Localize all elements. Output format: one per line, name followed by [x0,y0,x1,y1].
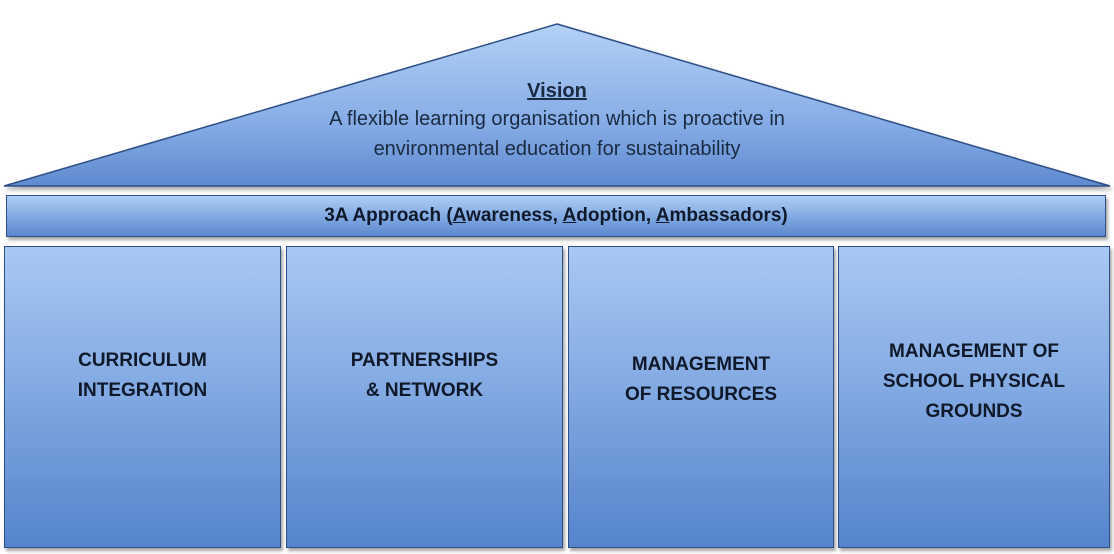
roof-triangle [3,23,1111,187]
pillar-management-of-resources: MANAGEMENT OF RESOURCES [568,246,834,548]
pillar-management-of-school-grounds: MANAGEMENT OF SCHOOL PHYSICAL GROUNDS [838,246,1110,548]
pillar-label: MANAGEMENT OF SCHOOL PHYSICAL GROUNDS [882,341,1066,422]
vision-roof [3,23,1111,187]
approach-band: 3A Approach (Awareness, Adoption, Ambass… [6,195,1106,237]
vision-statement-line-2: environmental education for sustainabili… [373,138,741,160]
pillar-label: PARTNERSHIPS & NETWORK [350,350,499,401]
pillar-partnerships-network: PARTNERSHIPS & NETWORK [286,246,563,548]
pillar-curriculum-integration: CURRICULUM INTEGRATION [4,246,281,548]
vision-title: Vision [527,80,587,102]
pillar-label: CURRICULUM INTEGRATION [77,350,208,401]
approach-label: 3A Approach (Awareness, Adoption, Ambass… [324,205,788,226]
vision-text: Vision A flexible learning organisation … [200,78,914,164]
vision-statement-line-1: A flexible learning organisation which i… [329,108,785,130]
pillar-label: MANAGEMENT OF RESOURCES [624,354,778,405]
